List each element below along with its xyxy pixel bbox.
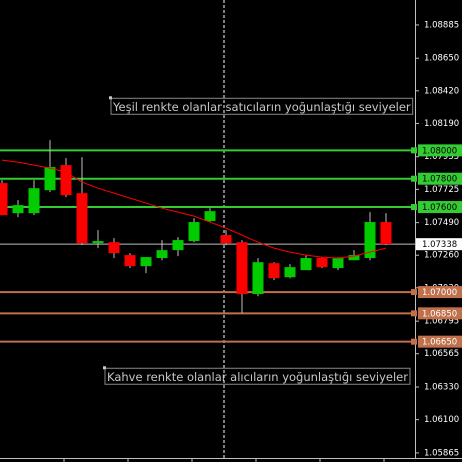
candle-body [92,241,104,244]
y-tick-label: 1.05865 [424,448,459,458]
y-tick-label: 1.07725 [424,185,459,195]
candle-body [204,211,216,222]
candle-body [172,240,184,251]
candle-body [140,257,152,267]
level-label-box [418,307,462,320]
candle-body [124,255,136,267]
level-marker [411,289,417,296]
level-marker [411,175,417,182]
y-tick-label: 1.08190 [424,119,459,129]
candle-body [12,205,24,214]
level-label: 1.08000 [422,146,457,156]
candle-body [284,267,296,278]
y-tick-label: 1.06565 [424,349,459,359]
candle-body [0,183,8,216]
level-marker [411,310,417,317]
candle-body [332,258,344,269]
candle-body [76,193,88,244]
level-marker [411,204,417,211]
candle-body [268,263,280,279]
y-tick-label: 1.07955 [424,152,459,162]
level-marker [411,338,417,345]
y-tick-label: 1.06795 [424,317,459,327]
annotation-box [104,367,411,385]
level-label: 1.06850 [422,309,457,319]
level-label-box [418,144,462,157]
annotation-anchor [109,96,112,100]
annotation: Kahve renkte olanlar alıcıların yoğunlaş… [107,370,408,384]
candle-body [364,222,376,259]
level-label: 1.06650 [422,338,457,348]
candle-body [300,258,312,271]
level-label: 1.07800 [422,175,457,185]
candle-body [44,167,56,191]
annotation-anchor [103,366,106,370]
candle-body [220,235,232,244]
level-label: 1.07600 [422,203,457,213]
candle-body [252,262,264,295]
candle-body [236,242,248,295]
level-label-box [418,172,462,185]
candle-body [348,255,360,261]
level-label-box [418,201,462,214]
y-tick-label: 1.08420 [424,86,459,96]
level-marker [411,147,417,154]
y-tick-label: 1.07260 [424,251,459,261]
candle-body [188,222,200,242]
candle-body [316,258,328,268]
current-price-label: 1.07338 [422,240,457,250]
y-tick-label: 1.08650 [424,54,459,64]
y-tick-label: 1.06330 [424,383,459,393]
candle-body [28,188,40,214]
candle-body [60,165,72,196]
level-label: 1.07000 [422,288,457,298]
candle-body [380,222,392,245]
y-tick-label: 1.07490 [424,218,459,228]
annotation: Yeşil renkte olanlar satıcıların yoğunla… [112,100,411,114]
candle-body [156,250,168,259]
level-label-box [418,335,462,348]
current-price-box [416,238,462,251]
time-ticks [63,458,385,462]
y-tick-label: 1.08885 [424,20,459,30]
level-label-box [418,286,462,299]
moving-average [1,159,387,259]
annotation-box [110,97,414,115]
candle-body [108,242,120,254]
y-tick-label: 1.06100 [424,415,459,425]
